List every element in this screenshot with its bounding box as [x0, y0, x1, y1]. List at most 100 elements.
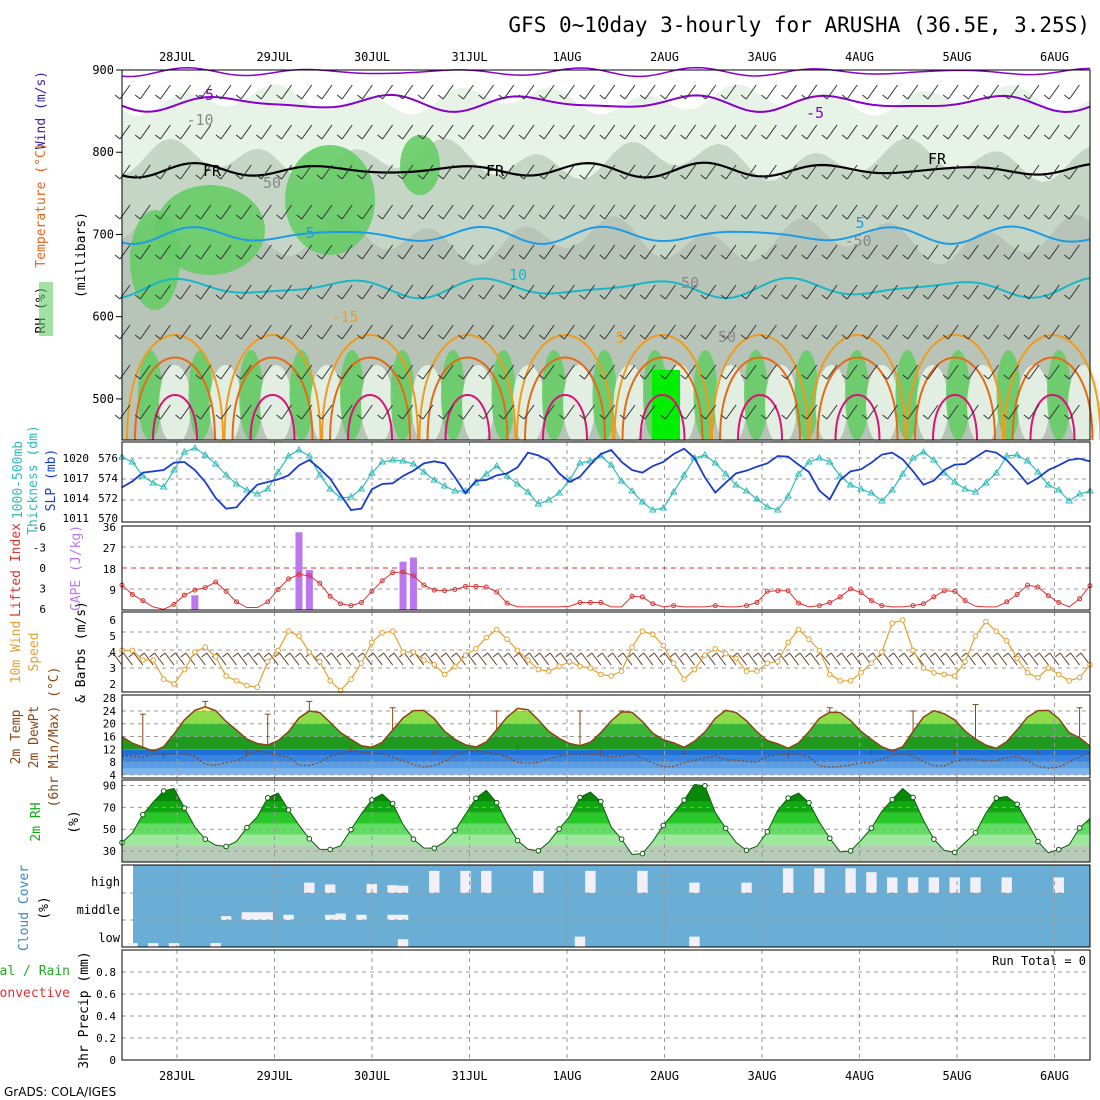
- wind-barb-flag: [478, 294, 484, 300]
- wind-barb: [685, 404, 697, 420]
- lifted-index-point: [931, 594, 937, 600]
- wind-barb: [1068, 164, 1080, 180]
- wind-speed-point: [223, 673, 229, 679]
- wind-barb: [200, 244, 212, 260]
- wind-barb: [846, 204, 858, 220]
- temp-contour-15-arch: [711, 334, 809, 441]
- wind-barb: [1028, 284, 1040, 300]
- cape-bar: [409, 557, 417, 610]
- thickness-point: [315, 471, 324, 478]
- wind-barb-10m-flag: [1044, 652, 1051, 658]
- thickness-point: [399, 457, 407, 464]
- wind-barb-flag: [296, 174, 303, 180]
- wind-barb: [442, 364, 454, 380]
- wind-barb-flag: [256, 294, 262, 300]
- wind-barb-flag: [235, 134, 242, 140]
- wind-barb-flag: [963, 174, 969, 180]
- wind-barb: [1008, 404, 1020, 420]
- wind-barb-10m-flag: [482, 652, 489, 658]
- thickness-point: [534, 500, 543, 507]
- wind-barb: [1008, 284, 1020, 300]
- wind-barb-flag: [902, 334, 909, 340]
- rh-point: [660, 822, 667, 829]
- wind-barb-flag: [498, 374, 505, 380]
- cloud-bar-middle: [220, 916, 232, 920]
- wind-barb-flag: [377, 294, 383, 300]
- rh-point: [702, 782, 708, 789]
- cloud-bar-low: [168, 943, 180, 947]
- wind-speed-point: [868, 660, 875, 667]
- wind-barb-flag: [1043, 294, 1050, 300]
- wind-barb: [321, 404, 333, 420]
- thickness-point: [180, 448, 189, 455]
- wind-barb-flag: [781, 174, 787, 180]
- wind-barb: [462, 164, 474, 180]
- y-tick-label-thickness: 570: [98, 512, 118, 525]
- rh-humid-column: [239, 350, 263, 440]
- y-tick-label-rh: 90: [103, 779, 116, 792]
- temp-contour-15-arch: [418, 334, 517, 441]
- wind-barb: [887, 84, 899, 100]
- wind-barb: [664, 244, 676, 260]
- wind-barb: [644, 324, 656, 340]
- wind-barb-flag: [498, 414, 505, 420]
- wind-barb-flag: [1043, 94, 1050, 100]
- wind-barb-flag: [397, 334, 404, 340]
- cloud-bar-high: [970, 877, 981, 893]
- wind-barb: [543, 364, 555, 380]
- wind-barb-flag: [377, 374, 383, 380]
- rh-point: [473, 795, 479, 802]
- wind-barb-flag: [478, 134, 484, 140]
- contour-label: 5: [305, 224, 314, 242]
- temp-contour-5: [121, 225, 1091, 245]
- wind-barb-flag: [619, 414, 626, 420]
- wind-barb-10m-flag: [867, 652, 874, 658]
- wind-barb-flag: [660, 254, 666, 260]
- wind-barb: [180, 164, 192, 180]
- wind-barb-flag: [559, 254, 565, 260]
- wind-barb-flag: [963, 134, 969, 140]
- temp-contour-25-arch: [1029, 394, 1076, 441]
- lifted-index-point: [400, 569, 406, 575]
- wind-barb-flag: [397, 374, 404, 380]
- wind-barb-flag: [155, 414, 161, 420]
- thickness-point: [607, 461, 616, 468]
- wind-barb-flag: [882, 174, 888, 180]
- y-tick-label-temp: 28: [103, 692, 116, 705]
- wind-barb: [139, 124, 151, 140]
- wind-barb: [604, 204, 616, 220]
- wind-barb: [442, 204, 454, 220]
- wind-barb-flag: [740, 294, 747, 300]
- wind-barb: [846, 124, 858, 140]
- wind-barb-flag: [922, 94, 929, 100]
- wind-barb: [765, 404, 777, 420]
- temp-contour-20-arch: [914, 356, 996, 441]
- wind-barb-10m: [393, 652, 404, 666]
- wind-barb: [624, 324, 636, 340]
- wind-barb-flag: [235, 214, 242, 220]
- wind-barb-10m: [737, 652, 747, 666]
- wind-barb-flag: [114, 134, 121, 140]
- wind-speed-point: [473, 646, 479, 652]
- wind-barb-flag: [942, 214, 949, 220]
- temp-contour-20-arch: [329, 356, 411, 441]
- wind-barb: [604, 324, 616, 340]
- wind-barb-10m: [789, 652, 799, 666]
- cloud-bar-high: [845, 868, 856, 893]
- rh-humid-blob: [285, 145, 375, 255]
- wind-barb-flag: [417, 254, 424, 260]
- wind-barb: [806, 324, 818, 340]
- cloud-bar-low: [574, 936, 586, 947]
- wind-barb: [503, 404, 515, 420]
- wind-barb: [462, 84, 474, 100]
- thickness-point: [284, 452, 293, 459]
- wind-barb-flag: [276, 214, 282, 220]
- wind-barb-flag: [761, 334, 767, 340]
- wind-barb: [220, 164, 232, 180]
- wind-barb-flag: [175, 134, 181, 140]
- wind-barb-flag: [155, 134, 161, 140]
- thickness-point: [1034, 468, 1042, 475]
- axis-label-thickness: 1000-500mb: [11, 441, 26, 519]
- y-tick-label-precip: 0.6: [96, 988, 116, 1001]
- wind-barb-flag: [599, 214, 606, 220]
